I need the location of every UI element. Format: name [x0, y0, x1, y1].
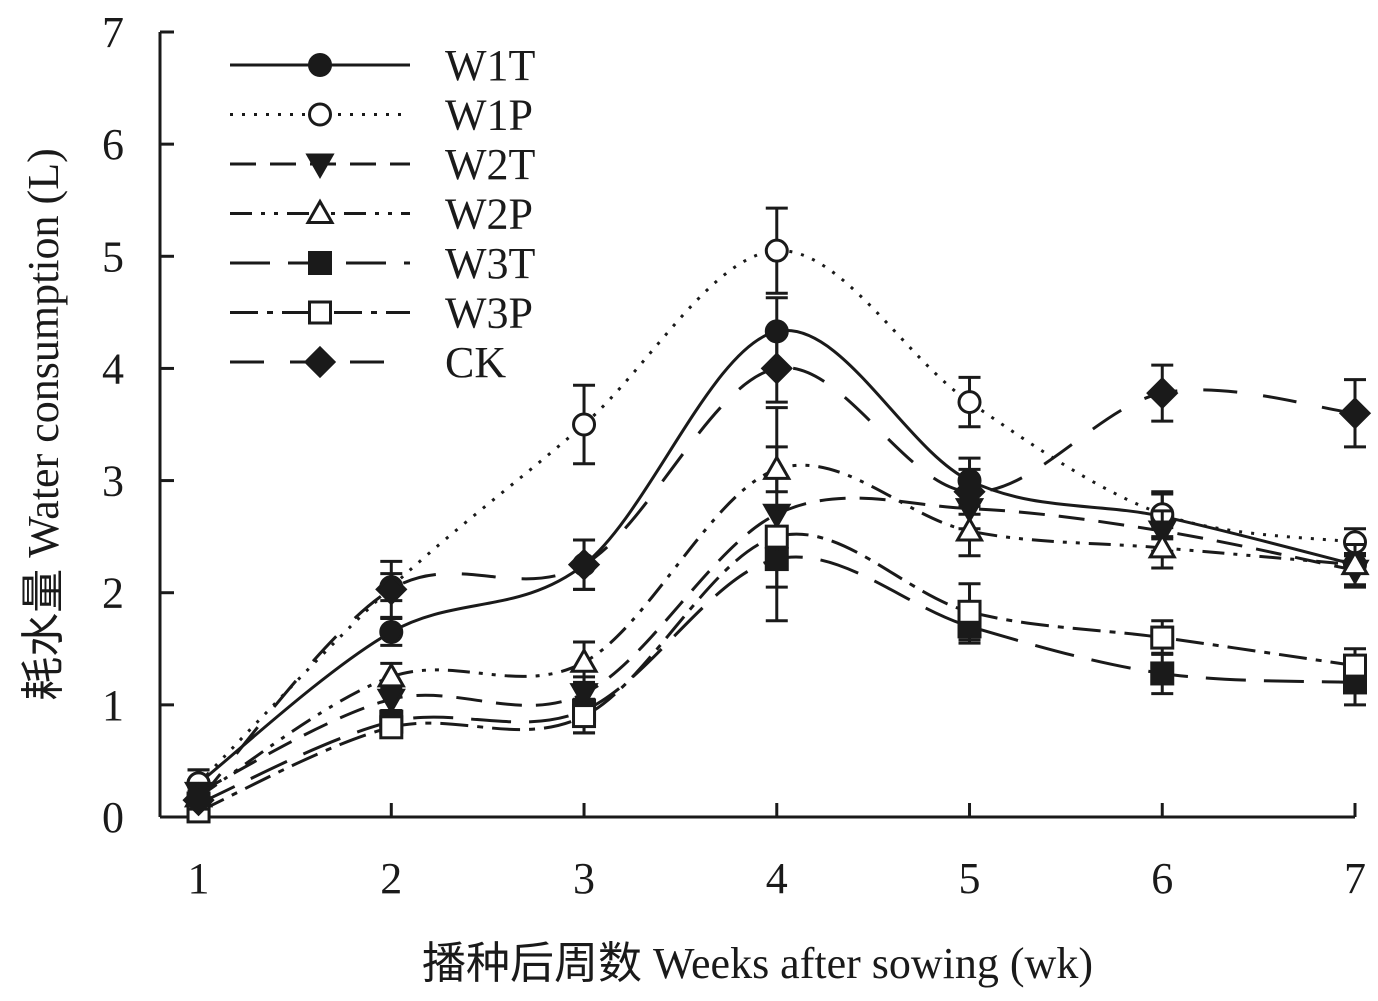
data-point-w2p [1340, 549, 1370, 576]
legend-label-ck: CK [445, 338, 506, 387]
data-point-w3p [957, 599, 982, 624]
y-tick-label: 2 [102, 569, 124, 618]
data-point-w1p [572, 412, 597, 437]
data-point-w3p [379, 715, 404, 740]
data-point-w3p [764, 524, 789, 549]
data-point-w3p [1343, 653, 1367, 678]
data-point-w2p [762, 454, 792, 480]
legend-item-w3p: W3P [230, 289, 533, 338]
data-point-w3t [1150, 661, 1175, 686]
legend-label-w2p: W2P [445, 190, 533, 239]
y-axis-title: 耗水量 Water consumption (L) [19, 148, 68, 700]
legend-label-w3t: W3T [445, 239, 536, 288]
legend-marker-w1t [308, 53, 332, 77]
legend-label-w2t: W2T [445, 140, 536, 189]
legend-label-w1t: W1T [445, 41, 536, 90]
x-axis-title: 播种后周数 Weeks after sowing (wk) [422, 939, 1093, 988]
x-tick-label: 7 [1344, 854, 1366, 903]
x-tick-label: 2 [380, 854, 402, 903]
x-tick-label: 5 [959, 854, 981, 903]
data-point-ck [1338, 397, 1372, 430]
y-tick-label: 3 [102, 457, 124, 506]
legend-marker-ck [303, 345, 337, 379]
data-point-w1p [957, 390, 982, 415]
legend-item-ck: CK [230, 338, 506, 387]
data-point-w2p [569, 647, 599, 673]
y-tick-label: 7 [102, 8, 124, 57]
legend-marker-w1p [308, 102, 332, 127]
legend-item-w2p: W2P [230, 190, 533, 239]
x-tick-label: 4 [766, 854, 788, 903]
data-point-w3p [1150, 625, 1175, 650]
data-point-w1p [764, 238, 789, 263]
legend-item-w1t: W1T [230, 41, 536, 90]
y-tick-label: 6 [102, 120, 124, 169]
data-point-ck [953, 475, 986, 508]
legend-marker-w3p [308, 300, 332, 325]
y-tick-label: 0 [102, 793, 124, 842]
series-ck [182, 333, 1372, 817]
x-tick-label: 1 [188, 854, 210, 903]
data-point-w2p [1147, 532, 1177, 559]
axes: 0 1 2 3 4 5 6 7 1 2 3 4 5 6 7 [102, 8, 1366, 903]
x-tick-label: 3 [573, 854, 595, 903]
legend-item-w3t: W3T [230, 239, 536, 288]
x-tick-label: 6 [1151, 854, 1173, 903]
data-point-ck [375, 573, 408, 606]
data-point-ck [182, 784, 215, 817]
legend-label-w3p: W3P [445, 289, 533, 338]
data-point-w2p [954, 516, 985, 542]
legend-marker-w3t [308, 251, 332, 275]
y-tick-label: 5 [102, 232, 124, 281]
legend-marker-w2p [305, 198, 335, 224]
series-w3t [186, 529, 1367, 816]
series-layer [182, 206, 1372, 824]
data-point-ck [1146, 376, 1179, 410]
legend-label-w1p: W1P [445, 91, 533, 140]
data-point-w1t [379, 619, 404, 644]
y-tick-label: 1 [102, 681, 124, 730]
legend-item-w2t: W2T [230, 140, 536, 189]
data-point-w2p [376, 661, 406, 688]
data-point-ck [760, 352, 793, 385]
data-point-ck [567, 548, 601, 581]
legend-item-w1p: W1P [230, 91, 533, 140]
series-w3p [186, 507, 1367, 824]
data-point-w3p [572, 704, 597, 729]
legend-marker-w2t [305, 153, 335, 180]
y-tick-label: 4 [102, 344, 124, 393]
